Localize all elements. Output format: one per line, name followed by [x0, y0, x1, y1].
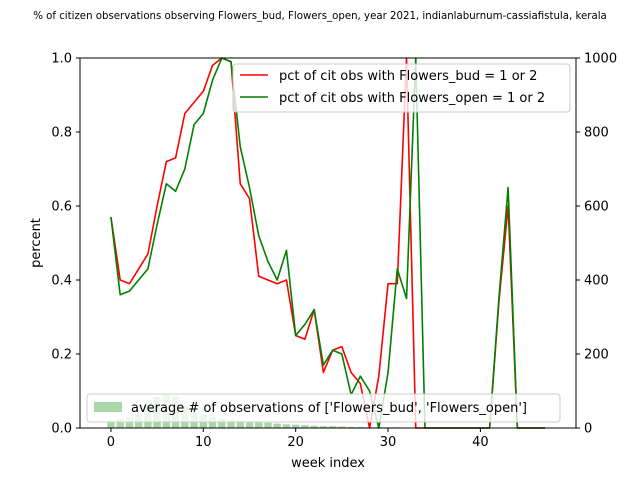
legend-bars: average # of observations of ['Flowers_b…	[86, 393, 561, 423]
observation-bar	[338, 426, 346, 428]
observation-bar	[347, 426, 355, 428]
y-tick-label: 0.2	[51, 348, 72, 363]
flowers-bud-line	[110, 57, 546, 429]
legend-avg-label: average # of observations of ['Flowers_b…	[131, 401, 527, 416]
observation-bar	[227, 419, 235, 428]
legend-lines-box	[232, 63, 571, 113]
observation-bar	[107, 420, 115, 428]
y-axis-right: 0 200 400 600 800 1000	[576, 52, 617, 437]
observation-bar	[218, 418, 226, 428]
x-tick-label: 20	[287, 435, 304, 450]
series-lines	[110, 57, 546, 429]
observation-bar	[301, 425, 309, 428]
y2-tick-label: 1000	[584, 52, 617, 67]
observation-bar	[310, 425, 318, 428]
legend-avg-swatch	[94, 402, 122, 412]
y-tick-label: 0.0	[51, 422, 72, 437]
y-axis-label: percent	[29, 218, 44, 268]
legend-bars-box	[86, 393, 561, 423]
x-tick-label: 0	[107, 435, 115, 450]
legend-open-label: pct of cit obs with Flowers_open = 1 or …	[279, 91, 545, 106]
y2-tick-label: 800	[584, 126, 609, 141]
y2-tick-label: 0	[584, 422, 592, 437]
observation-bar	[282, 424, 291, 428]
x-axis: 0 10 20 30 40	[107, 428, 489, 450]
y-tick-label: 0.6	[51, 200, 72, 215]
y-tick-label: 1.0	[51, 52, 72, 67]
observation-bar	[273, 423, 281, 428]
y2-tick-label: 600	[584, 200, 609, 215]
y-tick-label: 0.8	[51, 126, 72, 141]
observation-bar	[236, 420, 244, 428]
observation-bar	[328, 426, 337, 428]
y2-tick-label: 400	[584, 274, 609, 289]
observation-bar	[245, 421, 254, 428]
x-tick-label: 40	[472, 435, 489, 450]
x-tick-label: 30	[380, 435, 397, 450]
observation-bar	[116, 418, 124, 428]
x-axis-label: week index	[291, 456, 365, 471]
y-axis-left: 0.0 0.2 0.4 0.6 0.8 1.0	[51, 52, 80, 437]
observation-bar	[319, 426, 328, 428]
legend-bud-label: pct of cit obs with Flowers_bud = 1 or 2	[279, 69, 537, 84]
observation-bar	[291, 424, 300, 428]
y2-tick-label: 200	[584, 348, 609, 363]
x-tick-label: 10	[195, 435, 212, 450]
y-tick-label: 0.4	[51, 274, 72, 289]
flowers-open-line	[110, 57, 546, 429]
chart-title: % of citizen observations observing Flow…	[33, 11, 607, 22]
observation-bar	[255, 422, 263, 428]
observation-bar	[264, 422, 272, 428]
plot-frame	[79, 57, 577, 429]
observation-bar	[356, 426, 365, 428]
legend-lines: pct of cit obs with Flowers_bud = 1 or 2…	[232, 63, 571, 113]
